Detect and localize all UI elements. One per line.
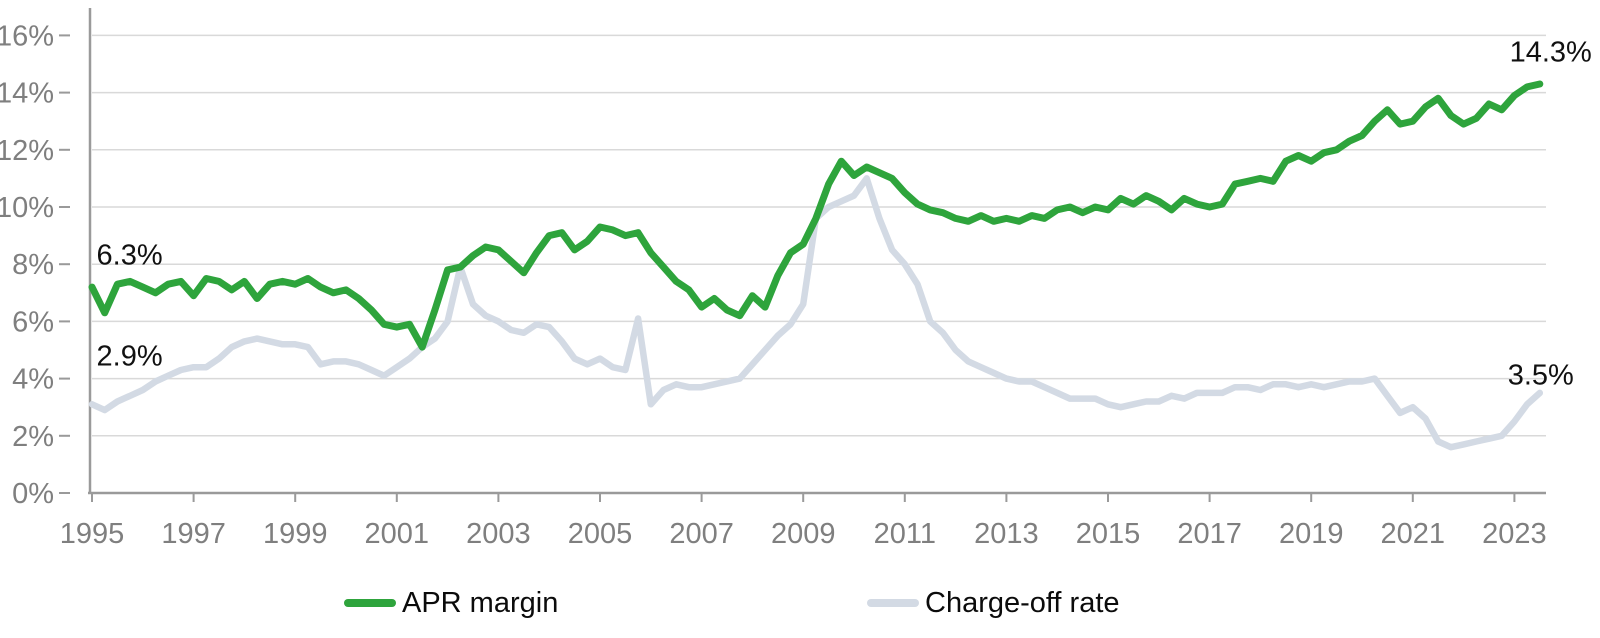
legend-label-apr-margin: APR margin (402, 586, 559, 619)
charge-off-line-swatch (867, 599, 919, 607)
y-tick-label: 0% (12, 478, 54, 510)
legend-label-charge-off-rate: Charge-off rate (925, 586, 1120, 619)
y-tick-label: 12% (0, 135, 54, 167)
series-line-apr-margin (88, 80, 1544, 351)
x-tick-label: 2007 (669, 518, 734, 550)
legend-item-charge-off-rate: Charge-off rate (866, 586, 1120, 620)
x-tick-label: 2017 (1177, 518, 1242, 550)
x-tick-label: 2009 (771, 518, 836, 550)
data-label-35: 3.5% (1507, 359, 1574, 392)
y-tick-label: 6% (12, 306, 54, 338)
x-tick-label: 2013 (974, 518, 1039, 550)
x-tick-label: 1999 (263, 518, 328, 550)
apr-margin-line-swatch (344, 599, 396, 607)
y-tick-label: 2% (12, 421, 54, 453)
x-tick-label: 2021 (1381, 518, 1446, 550)
data-label-143: 14.3% (1509, 36, 1592, 69)
data-label-63: 6.3% (96, 239, 163, 272)
x-tick-label: 2019 (1279, 518, 1344, 550)
y-tick-label: 10% (0, 192, 54, 224)
x-tick-label: 2003 (466, 518, 531, 550)
x-tick-label: 2001 (365, 518, 430, 550)
y-tick-label: 4% (12, 364, 54, 396)
y-tick-label: 16% (0, 20, 54, 52)
x-tick-label: 2005 (568, 518, 633, 550)
y-tick-label: 8% (12, 249, 54, 281)
x-tick-label: 1995 (60, 518, 125, 550)
x-tick-label: 2023 (1482, 518, 1547, 550)
x-tick-label: 1997 (161, 518, 226, 550)
x-tick-label: 2015 (1076, 518, 1141, 550)
legend-item-apr-margin: APR margin (343, 586, 558, 620)
legend: APR margin Charge-off rate (0, 586, 1600, 620)
data-label-29: 2.9% (96, 340, 163, 373)
y-tick-label: 14% (0, 78, 54, 110)
x-tick-label: 2011 (874, 518, 936, 550)
